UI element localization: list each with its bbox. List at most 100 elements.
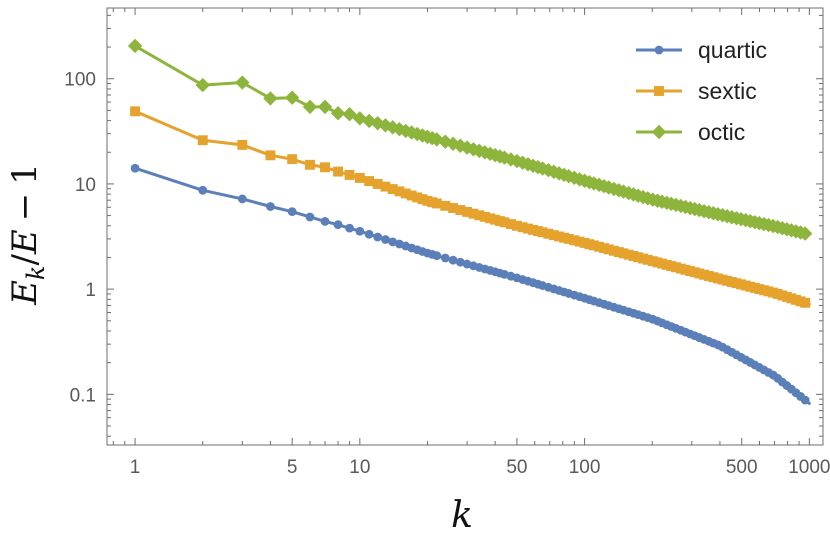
data-point-sextic (455, 205, 466, 215)
data-point-sextic (505, 219, 516, 230)
data-point-sextic (344, 169, 355, 180)
data-point-sextic (574, 236, 585, 247)
data-point-octic (342, 106, 357, 122)
data-point-octic (459, 140, 475, 155)
data-point-octic (263, 91, 278, 106)
data-point-sextic (380, 181, 391, 192)
data-point-sextic (287, 154, 298, 165)
data-point-sextic (548, 230, 559, 241)
data-point-sextic (633, 252, 644, 263)
data-point-quartic (355, 226, 365, 236)
data-point-octic (317, 99, 333, 115)
legend: quartic sextic octic (636, 37, 767, 145)
x-tick-label: 1 (130, 457, 141, 478)
y-tick-label: 0.1 (70, 385, 96, 406)
data-point-sextic (474, 210, 485, 221)
data-point-quartic (388, 237, 398, 247)
data-point-sextic (333, 166, 344, 177)
legend-label: octic (698, 119, 745, 145)
data-point-octic (509, 153, 525, 169)
series-sextic (130, 106, 811, 308)
data-point-quartic (432, 251, 442, 261)
x-tick-label: 500 (726, 457, 758, 478)
data-point-sextic (523, 223, 533, 234)
data-point-sextic (543, 228, 554, 239)
data-point-sextic (431, 198, 442, 209)
data-point-sextic (462, 206, 473, 217)
y-tick-label: 100 (64, 70, 96, 91)
data-point-sextic (130, 106, 141, 117)
y-axis-title-text: Ek/E−1 (5, 163, 50, 306)
x-tick-label: 5 (287, 457, 298, 478)
data-point-sextic (588, 240, 599, 251)
x-tick-label: 10 (349, 457, 370, 478)
data-point-sextic (417, 194, 428, 205)
data-point-sextic (800, 297, 811, 308)
series-layer (127, 38, 813, 405)
data-point-quartic (198, 185, 208, 195)
data-point-sextic (197, 135, 208, 146)
data-point-sextic (406, 190, 417, 201)
legend-swatch-marker (654, 45, 664, 55)
y-axis-title: Ek/E−1 (5, 163, 50, 306)
x-tick-label: 100 (569, 457, 601, 478)
data-point-octic (535, 161, 550, 176)
series-line-quartic (133, 166, 811, 405)
data-point-quartic (373, 232, 383, 242)
legend-swatch-marker (651, 124, 667, 140)
data-point-sextic (618, 248, 629, 259)
data-point-octic (429, 132, 445, 147)
data-point-quartic (800, 395, 810, 405)
legend-label: sextic (698, 78, 757, 104)
data-point-sextic (372, 179, 383, 189)
data-point-sextic (479, 211, 490, 222)
data-point-sextic (642, 254, 653, 265)
data-point-sextic (537, 227, 548, 238)
series-quartic (130, 163, 811, 405)
data-point-sextic (440, 200, 451, 211)
data-point-sextic (468, 208, 479, 219)
data-point-quartic (448, 255, 458, 265)
legend-item-sextic: sextic (636, 78, 757, 104)
data-point-sextic (517, 222, 528, 233)
data-point-quartic (440, 253, 450, 263)
data-point-sextic (354, 172, 365, 183)
data-point-quartic (305, 212, 315, 222)
data-point-sextic (603, 244, 614, 255)
data-point-octic (127, 38, 143, 54)
data-point-quartic (320, 217, 330, 226)
data-point-octic (561, 168, 576, 184)
data-point-octic (195, 77, 210, 93)
data-point-quartic (287, 207, 297, 217)
data-point-sextic (563, 233, 574, 244)
data-point-sextic (400, 188, 411, 199)
data-point-sextic (499, 217, 510, 228)
data-point-sextic (394, 186, 405, 197)
data-point-sextic (485, 213, 496, 224)
data-point-quartic (345, 223, 354, 233)
data-point-quartic (130, 163, 140, 173)
legend-item-quartic: quartic (636, 37, 767, 63)
y-tick-label: 10 (75, 175, 96, 196)
legend-swatch-marker (654, 86, 664, 96)
data-point-sextic (305, 159, 315, 170)
data-point-sextic (237, 139, 248, 150)
y-tick-label: 1 (85, 280, 96, 301)
data-point-octic (302, 99, 318, 115)
data-point-quartic (333, 220, 343, 230)
legend-item-octic: octic (636, 119, 745, 145)
data-point-sextic (448, 203, 459, 213)
x-axis-title: k (451, 495, 473, 536)
plot-frame (106, 7, 824, 446)
data-point-sextic (412, 192, 423, 203)
data-point-sextic (387, 184, 398, 195)
data-point-sextic (511, 220, 522, 231)
data-point-octic (284, 90, 300, 105)
data-point-sextic (265, 150, 276, 161)
data-point-quartic (455, 257, 465, 267)
data-point-octic (235, 75, 250, 90)
series-octic (127, 38, 813, 241)
x-tick-label: 1000 (788, 457, 830, 478)
data-point-octic (445, 136, 461, 151)
